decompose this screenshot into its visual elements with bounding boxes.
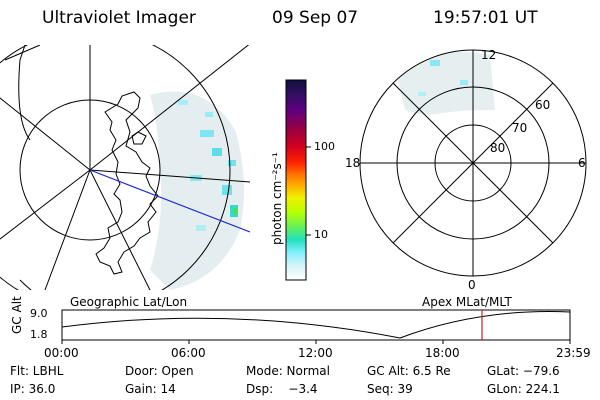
mlat-label-60: 60 [535, 98, 551, 112]
island-outline [131, 131, 147, 145]
colorbar-unit-label: photon cm⁻²s⁻¹ [270, 152, 284, 245]
polar-grid [359, 49, 587, 277]
mode-status: Mode: Normal [246, 364, 330, 378]
timeline-xtick: 06:00 [171, 346, 206, 360]
noon-midnight-line [89, 169, 250, 233]
mlat-label-80: 80 [490, 141, 506, 155]
seq-status: Seq: 39 [367, 382, 413, 396]
mlat-label-70: 70 [512, 121, 528, 135]
mlt-label-0: 0 [468, 278, 476, 292]
flt-status: Flt: LBHL [10, 364, 64, 378]
glat-status: GLat: −79.6 [487, 364, 560, 378]
polar-hotspot [430, 60, 440, 66]
glon-status: GLon: 224.1 [487, 382, 560, 396]
polar-hotspot [460, 80, 468, 85]
colorbar-tick-10: 10 [314, 228, 328, 241]
door-status: Door: Open [125, 364, 194, 378]
timeline-xtick: 18:00 [425, 346, 460, 360]
mlt-label-18: 18 [345, 156, 361, 170]
mlt-label-6: 6 [578, 156, 586, 170]
uv-polar-region [395, 51, 495, 115]
continent-coastline [95, 91, 159, 275]
timeline-y-label: GC Alt [10, 296, 24, 334]
timeline-xtick: 12:00 [298, 346, 333, 360]
right-map-caption: Apex MLat/MLT [422, 295, 512, 309]
gain-status: Gain: 14 [125, 382, 176, 396]
ip-status: IP: 36.0 [10, 382, 56, 396]
map-graticule [0, 45, 250, 290]
mlt-label-12: 12 [481, 48, 497, 62]
timeline-xtick: 00:00 [44, 346, 79, 360]
timeline-xtick: 23:59 [556, 346, 591, 360]
gc-alt-status: GC Alt: 6.5 Re [367, 364, 451, 378]
left-map-caption: Geographic Lat/Lon [70, 295, 188, 309]
timeline-ytick-min: 1.8 [30, 328, 48, 341]
polar-hotspot [418, 92, 426, 96]
timeline-ytick-max: 9.0 [30, 307, 48, 320]
altitude-curve [61, 311, 571, 339]
time-label: 19:57:01 UT [433, 8, 538, 28]
uv-hotspots [178, 100, 238, 231]
colorbar-tick-100: 100 [314, 140, 335, 153]
date-label: 09 Sep 07 [272, 8, 359, 28]
dsp-status: Dsp: −3.4 [246, 382, 318, 396]
uv-glow-region [150, 91, 244, 290]
app-title: Ultraviolet Imager [42, 8, 196, 28]
